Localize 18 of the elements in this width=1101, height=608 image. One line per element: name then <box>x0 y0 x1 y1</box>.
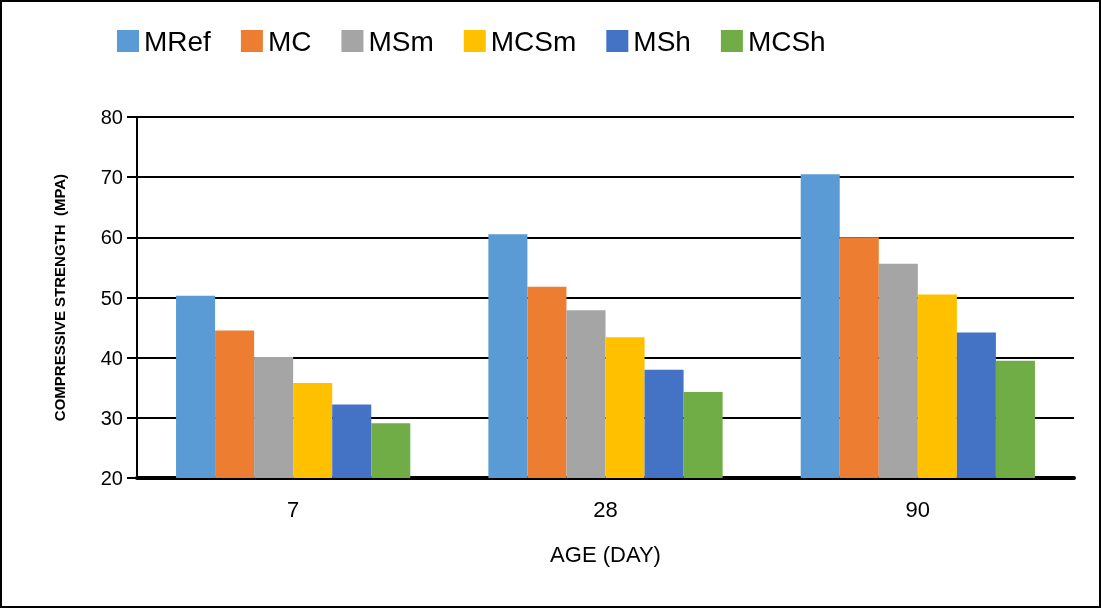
y-tick-label: 60 <box>100 226 123 249</box>
x-tick-label: 28 <box>593 496 618 522</box>
y-tick-label: 70 <box>100 166 123 189</box>
y-tick-label: 80 <box>100 106 123 128</box>
y-tick-label: 40 <box>100 346 123 369</box>
y-tick-label: 50 <box>100 286 123 309</box>
legend-label: MCSh <box>747 25 826 57</box>
legend-label: MC <box>267 25 312 57</box>
legend-label: MSm <box>368 25 434 57</box>
legend-label: MSh <box>633 25 691 57</box>
x-tick-label: 7 <box>287 496 300 522</box>
y-axis-title: COMPRESSIVE STRENGTH (MPA) <box>51 173 68 422</box>
legend-label: MRef <box>144 25 212 57</box>
x-tick-label: 90 <box>905 496 931 522</box>
legend-label: MCSm <box>490 25 577 57</box>
y-tick-label: 30 <box>100 406 123 429</box>
x-axis-title: AGE (DAY) <box>550 541 661 567</box>
y-tick-label: 20 <box>100 467 123 489</box>
